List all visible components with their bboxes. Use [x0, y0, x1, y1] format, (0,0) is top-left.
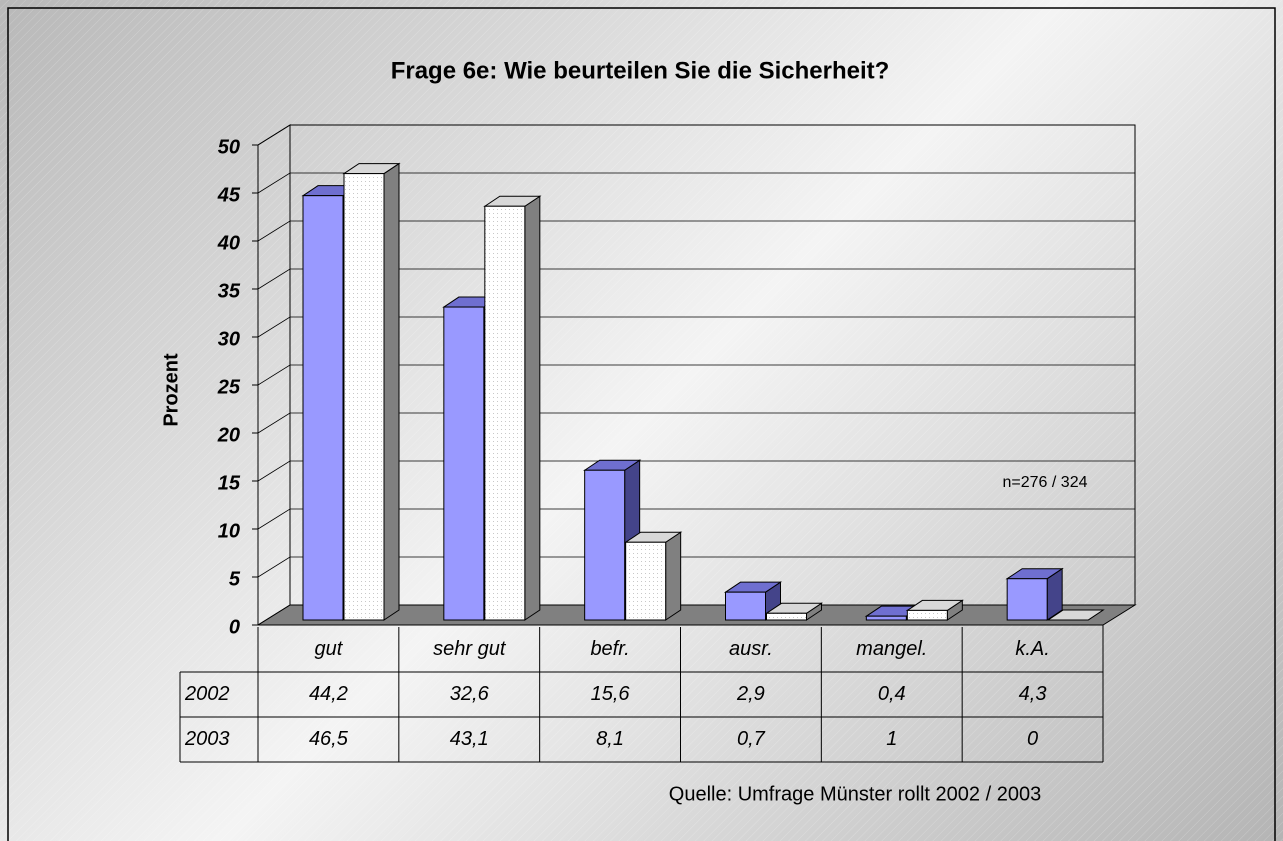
grid-line [257, 364, 1135, 386]
data-label: 1 [886, 728, 897, 750]
y-tick-label: 25 [217, 376, 241, 398]
grid-line [257, 316, 1135, 338]
y-tick-label: 40 [217, 232, 240, 254]
bar [625, 541, 667, 621]
grid-line [257, 508, 1135, 530]
bar [343, 173, 385, 621]
y-tick-label: 15 [218, 472, 241, 494]
legend-label: 2002 [184, 683, 230, 705]
data-label: 32,6 [450, 683, 490, 705]
bar-side [383, 162, 400, 621]
data-label: 0 [1027, 728, 1038, 750]
x-tick-label: ausr. [729, 638, 773, 660]
bar [766, 612, 807, 621]
data-label: 46,5 [309, 728, 349, 750]
bar [725, 591, 766, 621]
y-tick-label: 35 [218, 280, 241, 302]
data-label: 15,6 [591, 683, 631, 705]
x-tick-label: sehr gut [433, 638, 507, 660]
data-label: 4,3 [1019, 683, 1047, 705]
grid-line [257, 460, 1135, 482]
data-label: 44,2 [309, 683, 348, 705]
data-label: 0,7 [737, 728, 766, 750]
bar-top [1046, 609, 1105, 621]
bar [584, 469, 626, 621]
x-tick-label: gut [315, 638, 344, 660]
y-tick-label: 45 [217, 184, 241, 206]
y-tick-label: 10 [218, 520, 240, 542]
grid-line [257, 412, 1135, 434]
grid-line [257, 268, 1135, 290]
data-label: 43,1 [450, 728, 489, 750]
bar [865, 615, 907, 621]
y-tick-label: 20 [217, 424, 240, 446]
grid-line [257, 220, 1135, 242]
x-tick-label: mangel. [856, 638, 927, 660]
grid-line [257, 604, 1135, 626]
bar [443, 306, 485, 621]
legend-label: 2003 [184, 728, 230, 750]
data-label: 2,9 [736, 683, 765, 705]
bar-side [524, 195, 541, 621]
annotation: n=276 / 324 [1003, 474, 1088, 491]
bar [302, 195, 344, 621]
bar [1006, 578, 1048, 621]
y-tick-label: 50 [218, 136, 240, 158]
chart-title: Frage 6e: Wie beurteilen Sie die Sicherh… [391, 57, 890, 84]
x-tick-label: befr. [590, 638, 629, 660]
bar [484, 205, 526, 621]
y-axis-label: Prozent [160, 353, 182, 427]
grid-line [257, 124, 1135, 146]
x-tick-label: k.A. [1015, 638, 1049, 660]
frame [7, 7, 1276, 841]
y-tick-label: 0 [229, 616, 240, 638]
y-tick-label: 5 [229, 568, 241, 590]
source: Quelle: Umfrage Münster rollt 2002 / 200… [669, 783, 1041, 805]
data-label: 8,1 [596, 728, 624, 750]
bar-side [665, 531, 682, 621]
y-tick-label: 30 [218, 328, 240, 350]
data-label: 0,4 [878, 683, 906, 705]
grid-line [257, 172, 1135, 194]
table-lines [179, 625, 1104, 763]
grid-line [257, 556, 1135, 578]
bar [906, 609, 948, 621]
